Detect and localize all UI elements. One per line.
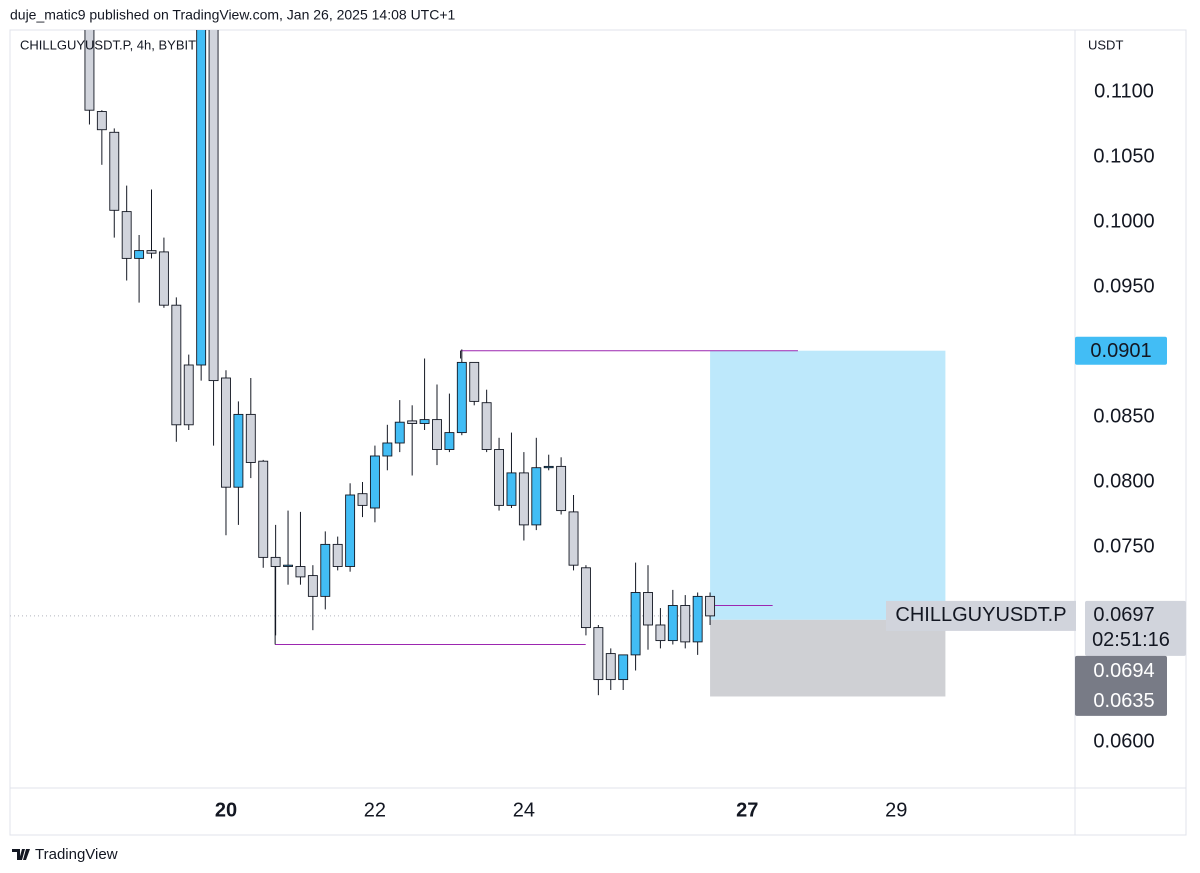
header: duje_matic9 published on TradingView.com… bbox=[10, 7, 456, 23]
y-tick-label: 0.1100 bbox=[1094, 80, 1154, 102]
candle-body bbox=[593, 627, 604, 681]
target-label: 0.0901 bbox=[1090, 340, 1151, 362]
candle-body bbox=[345, 494, 356, 567]
candle-body bbox=[518, 472, 529, 526]
logo bbox=[12, 849, 30, 860]
candle-body bbox=[295, 566, 306, 578]
x-tick-label: 27 bbox=[736, 799, 758, 821]
symbol-label: CHILLGUYUSDT.P bbox=[895, 604, 1066, 626]
candle-body bbox=[618, 654, 629, 681]
candle-body bbox=[320, 543, 331, 597]
candle-body bbox=[419, 419, 430, 424]
loss-zone bbox=[710, 619, 946, 697]
candle-body bbox=[494, 449, 505, 506]
candle-body bbox=[233, 413, 244, 488]
candle-body bbox=[270, 556, 281, 567]
countdown: 02:51:16 bbox=[1092, 629, 1170, 651]
legend: CHILLGUYUSDT.P, 4h, BYBIT bbox=[20, 37, 196, 52]
entry-stop-badge bbox=[1075, 655, 1167, 716]
candle-body bbox=[667, 605, 678, 642]
footer: TradingView bbox=[35, 846, 118, 863]
frame bbox=[9, 29, 1187, 836]
target-badge bbox=[1075, 336, 1167, 365]
candle-body bbox=[643, 592, 653, 626]
candle-body bbox=[158, 251, 169, 306]
x-tick-label: 24 bbox=[513, 799, 535, 821]
candle-body bbox=[481, 402, 492, 450]
candle-body bbox=[469, 361, 480, 402]
x-tick-label: 29 bbox=[885, 799, 907, 821]
candle-body bbox=[221, 377, 231, 488]
y-tick-label: 0.1000 bbox=[1093, 210, 1154, 232]
candle-body bbox=[357, 493, 368, 506]
candle-body bbox=[692, 595, 703, 643]
candle-body bbox=[605, 653, 616, 681]
candle-body bbox=[394, 421, 405, 444]
candle-body bbox=[171, 304, 182, 426]
last-price-badge bbox=[1085, 600, 1186, 656]
x-tick-label: 22 bbox=[364, 799, 386, 821]
candle-body bbox=[183, 364, 194, 426]
candle-body bbox=[208, 30, 219, 382]
y-tick-label: 0.0800 bbox=[1093, 470, 1154, 492]
candle-body bbox=[109, 131, 120, 211]
candle-body bbox=[630, 592, 641, 656]
x-tick-label: 20 bbox=[215, 799, 237, 821]
plot bbox=[10, 30, 1075, 697]
candle-body bbox=[456, 361, 467, 434]
y-tick-label: 0.0950 bbox=[1093, 275, 1154, 297]
y-tick-label: 0.0850 bbox=[1093, 405, 1154, 427]
profit-zone bbox=[710, 350, 946, 620]
candle-body bbox=[258, 460, 269, 558]
candle-body bbox=[556, 465, 567, 512]
candle-body bbox=[655, 624, 666, 642]
candle-body bbox=[568, 511, 579, 566]
candle-body bbox=[134, 250, 145, 259]
candle-body bbox=[307, 575, 318, 597]
entry-label: 0.0694 bbox=[1093, 660, 1154, 682]
axis-unit: USDT bbox=[1088, 37, 1123, 52]
candle-body bbox=[444, 432, 455, 450]
candle-body bbox=[96, 111, 107, 131]
y-tick-label: 0.1050 bbox=[1093, 145, 1154, 167]
candle-body bbox=[432, 419, 442, 450]
candle-body bbox=[84, 30, 95, 111]
candle-body bbox=[506, 472, 517, 506]
candle-body bbox=[196, 30, 207, 366]
candle-body bbox=[245, 413, 256, 463]
candle-body bbox=[531, 467, 542, 526]
symbol-badge bbox=[886, 600, 1076, 631]
y-tick-label: 0.0600 bbox=[1093, 730, 1154, 752]
candle-body bbox=[580, 567, 591, 629]
candle-body bbox=[369, 455, 380, 509]
candle-body bbox=[121, 211, 132, 259]
candle-body bbox=[146, 250, 157, 254]
candle-body bbox=[382, 442, 393, 457]
candle-body bbox=[407, 420, 418, 424]
stop-label: 0.0635 bbox=[1093, 690, 1154, 712]
candle-body bbox=[680, 605, 691, 643]
candle-body bbox=[332, 543, 343, 567]
candle-body bbox=[705, 595, 716, 617]
candle-body bbox=[283, 564, 293, 567]
candle-body bbox=[543, 465, 554, 469]
last-price-label: 0.0697 bbox=[1093, 604, 1154, 626]
y-tick-label: 0.0750 bbox=[1093, 535, 1154, 557]
